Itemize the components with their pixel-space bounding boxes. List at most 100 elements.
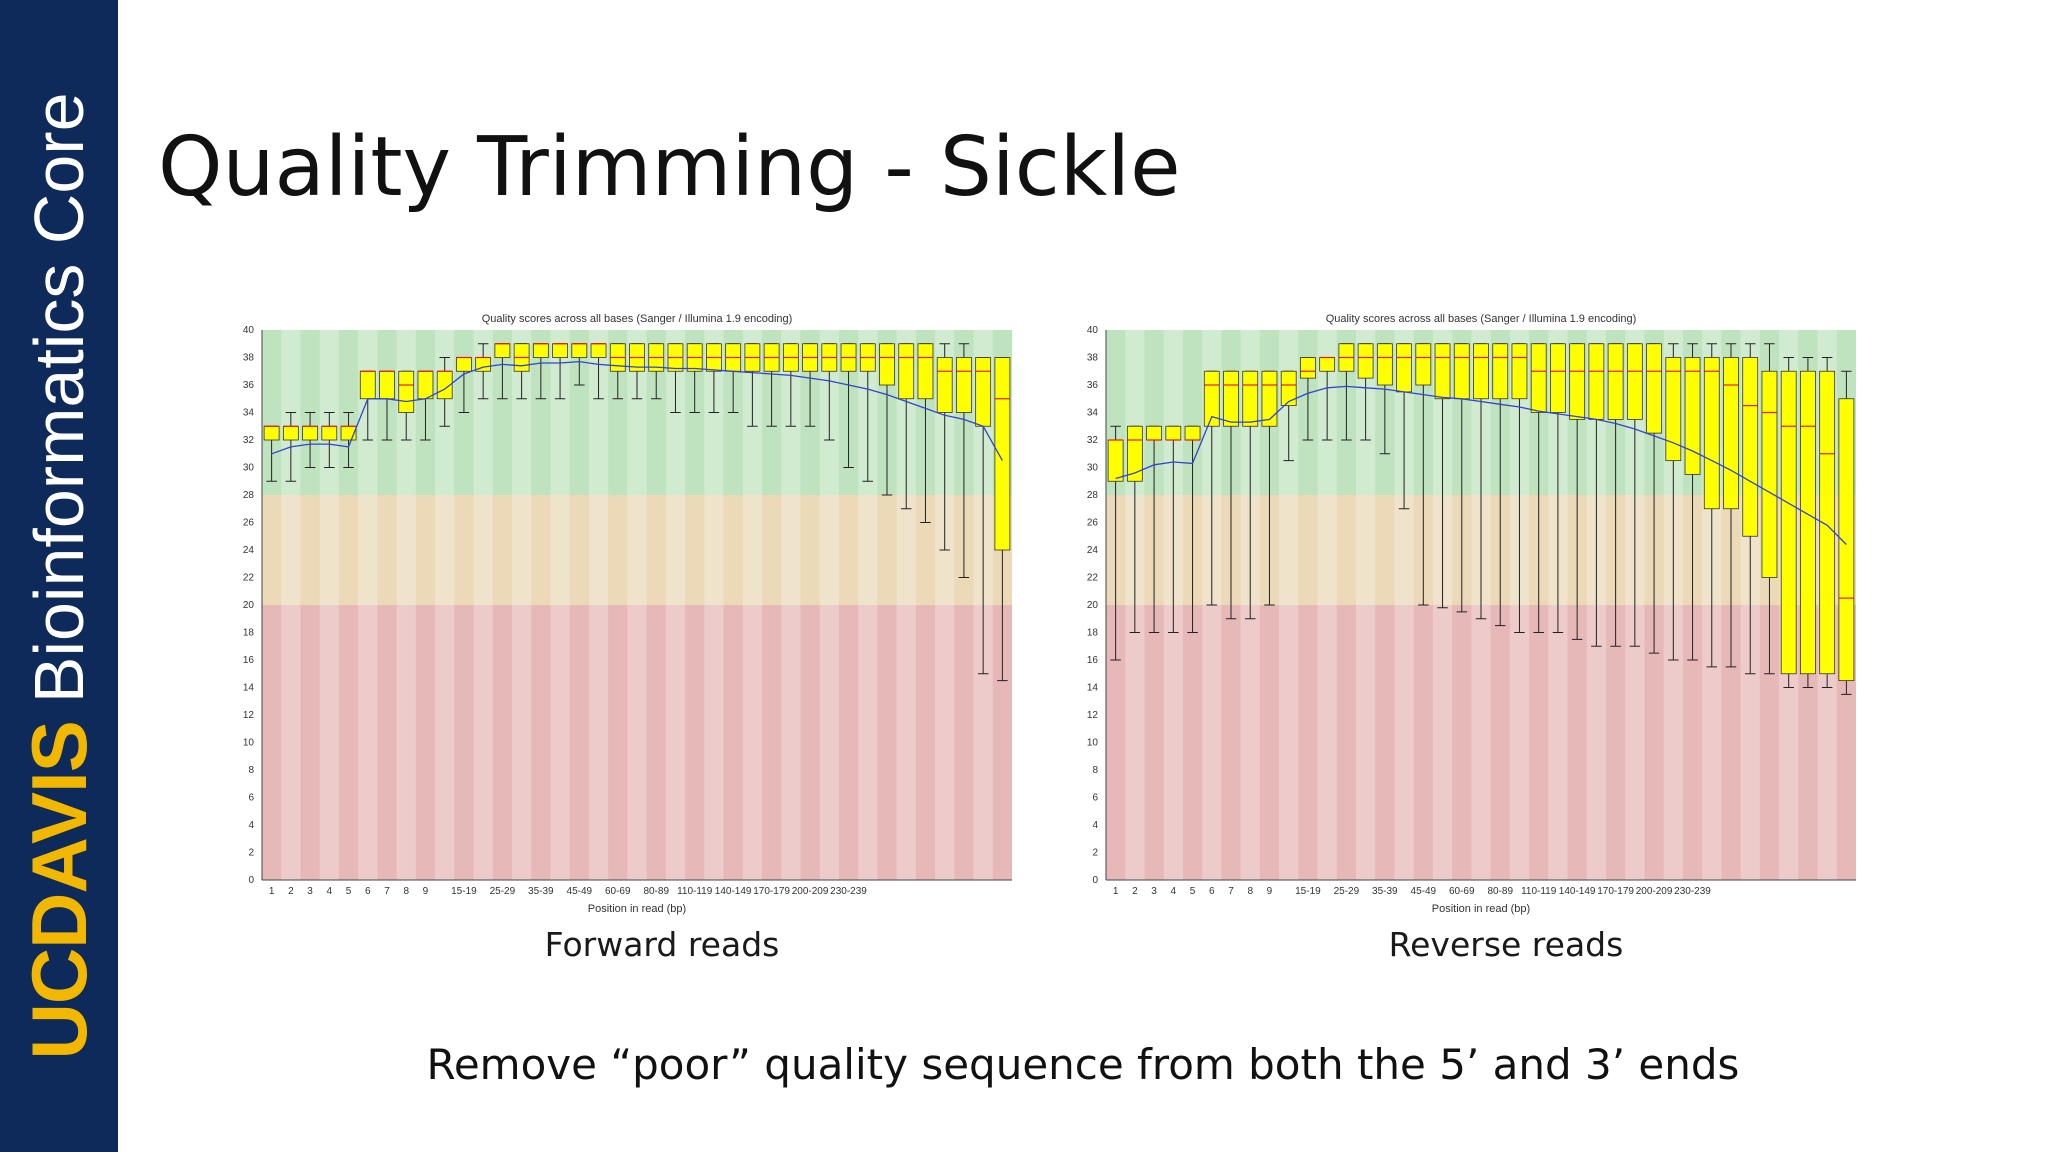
box-10 xyxy=(1280,370,1297,462)
box-8 xyxy=(398,370,415,441)
y-tick-label: 8 xyxy=(1092,765,1098,776)
y-tick-label: 4 xyxy=(248,820,254,831)
iqr-box xyxy=(494,343,511,358)
box-38 xyxy=(975,357,992,675)
column-stripe xyxy=(1394,330,1414,880)
box-1 xyxy=(1107,425,1124,661)
column-stripe xyxy=(358,330,378,880)
y-tick-label: 26 xyxy=(243,518,255,529)
box-23 xyxy=(686,343,703,413)
y-tick-label: 26 xyxy=(1087,518,1099,529)
box-22 xyxy=(1511,343,1528,633)
iqr-box xyxy=(1723,357,1739,510)
box-18 xyxy=(1434,343,1451,609)
iqr-box xyxy=(1550,343,1566,413)
x-tick-label: 110-119 xyxy=(1521,886,1557,897)
iqr-box xyxy=(1530,343,1547,413)
iqr-box xyxy=(532,343,549,358)
iqr-box xyxy=(1396,343,1412,393)
y-tick-label: 36 xyxy=(243,380,255,391)
x-tick-label: 140-149 xyxy=(715,886,752,897)
box-18 xyxy=(590,343,607,400)
box-28 xyxy=(1626,343,1643,647)
box-39 xyxy=(1838,370,1855,695)
iqr-box xyxy=(1319,357,1336,372)
iqr-box xyxy=(1646,343,1662,434)
brand-davis: DAVIS xyxy=(14,721,103,949)
iqr-box xyxy=(1146,425,1162,441)
box-3 xyxy=(1146,425,1162,633)
iqr-box xyxy=(571,343,588,358)
iqr-box xyxy=(1607,343,1624,420)
y-tick-label: 40 xyxy=(243,325,255,336)
column-stripe xyxy=(704,330,724,880)
box-27 xyxy=(1607,343,1624,647)
x-tick-label: 2 xyxy=(288,886,294,897)
iqr-box xyxy=(1780,370,1797,675)
column-stripe xyxy=(627,330,647,880)
box-8 xyxy=(1242,370,1259,620)
y-tick-label: 20 xyxy=(1087,600,1099,611)
box-7 xyxy=(1223,370,1239,620)
iqr-box xyxy=(1473,343,1489,400)
y-tick-label: 36 xyxy=(1087,380,1099,391)
y-tick-label: 2 xyxy=(1092,848,1098,859)
iqr-box xyxy=(917,343,934,400)
box-34 xyxy=(898,343,915,510)
y-tick-label: 20 xyxy=(243,600,255,611)
box-15 xyxy=(532,343,549,400)
x-tick-label: 35-39 xyxy=(1372,886,1398,897)
mean-line xyxy=(1115,385,1847,545)
x-axis-label: Position in read (bp) xyxy=(1432,903,1530,915)
x-tick-label: 7 xyxy=(384,886,390,897)
box-15 xyxy=(1376,343,1393,455)
box-3 xyxy=(302,412,318,468)
x-tick-label: 25-29 xyxy=(1334,886,1360,897)
x-tick-label: 45-49 xyxy=(1411,886,1437,897)
box-4 xyxy=(1165,425,1182,633)
x-tick-label: 110-119 xyxy=(677,886,713,897)
x-tick-label: 60-69 xyxy=(1449,886,1475,897)
x-tick-label: 140-149 xyxy=(1559,886,1596,897)
x-tick-label: 6 xyxy=(1209,886,1215,897)
box-13 xyxy=(1338,343,1355,441)
y-tick-label: 14 xyxy=(1087,683,1099,694)
column-stripe xyxy=(473,330,493,880)
iqr-box xyxy=(994,357,1011,551)
box-7 xyxy=(379,370,395,441)
quality-band xyxy=(262,495,1012,605)
column-stripe xyxy=(281,330,301,880)
box-34 xyxy=(1742,343,1759,675)
iqr-box xyxy=(1838,398,1855,682)
iqr-box xyxy=(1107,439,1124,482)
iqr-box xyxy=(1511,343,1528,400)
iqr-box xyxy=(282,425,299,441)
y-tick-label: 6 xyxy=(248,793,254,804)
column-stripe xyxy=(1279,330,1299,880)
box-11 xyxy=(1300,357,1316,441)
y-tick-label: 10 xyxy=(243,738,255,749)
column-stripe xyxy=(396,330,416,880)
iqr-box xyxy=(1376,343,1393,386)
box-35 xyxy=(1761,343,1778,675)
iqr-box xyxy=(1800,370,1816,675)
box-33 xyxy=(879,343,895,496)
box-20 xyxy=(1473,343,1489,620)
column-stripe xyxy=(588,330,609,880)
column-stripe xyxy=(858,330,878,880)
y-tick-label: 12 xyxy=(243,710,255,721)
y-tick-label: 0 xyxy=(248,875,254,886)
y-tick-label: 32 xyxy=(243,435,255,446)
column-stripe xyxy=(512,330,532,880)
box-14 xyxy=(1357,343,1374,441)
column-stripe xyxy=(665,330,686,880)
box-30 xyxy=(1665,343,1682,661)
y-tick-label: 8 xyxy=(248,765,254,776)
iqr-box xyxy=(263,425,280,441)
y-tick-label: 40 xyxy=(1087,325,1099,336)
x-tick-label: 1 xyxy=(1113,886,1119,897)
iqr-box xyxy=(1761,370,1778,578)
box-4 xyxy=(321,412,338,468)
box-2 xyxy=(1126,425,1143,633)
iqr-box xyxy=(956,357,972,413)
